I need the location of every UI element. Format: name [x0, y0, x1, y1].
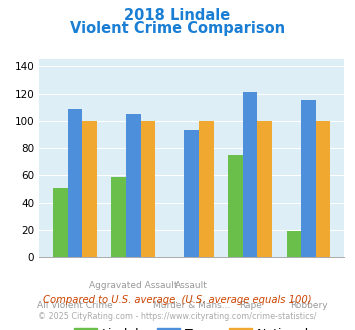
Bar [126, 114, 141, 257]
Bar [257, 121, 272, 257]
Bar [199, 121, 214, 257]
Legend: Lindale, Texas, National: Lindale, Texas, National [69, 323, 314, 330]
Text: Rape: Rape [239, 301, 262, 310]
Bar [82, 121, 97, 257]
Text: Assault: Assault [175, 281, 208, 290]
Bar [111, 177, 126, 257]
Text: Aggravated Assault: Aggravated Assault [89, 281, 178, 290]
Text: © 2025 CityRating.com - https://www.cityrating.com/crime-statistics/: © 2025 CityRating.com - https://www.city… [38, 312, 317, 321]
Text: All Violent Crime: All Violent Crime [37, 301, 113, 310]
Text: Violent Crime Comparison: Violent Crime Comparison [70, 21, 285, 36]
Bar [243, 92, 257, 257]
Bar [301, 100, 316, 257]
Bar [286, 231, 301, 257]
Bar [141, 121, 155, 257]
Bar [228, 155, 243, 257]
Text: Murder & Mans...: Murder & Mans... [153, 301, 230, 310]
Bar [316, 121, 331, 257]
Bar [53, 188, 67, 257]
Text: Robbery: Robbery [290, 301, 327, 310]
Bar [184, 130, 199, 257]
Bar [67, 109, 82, 257]
Text: 2018 Lindale: 2018 Lindale [124, 8, 231, 23]
Text: Compared to U.S. average. (U.S. average equals 100): Compared to U.S. average. (U.S. average … [43, 295, 312, 305]
